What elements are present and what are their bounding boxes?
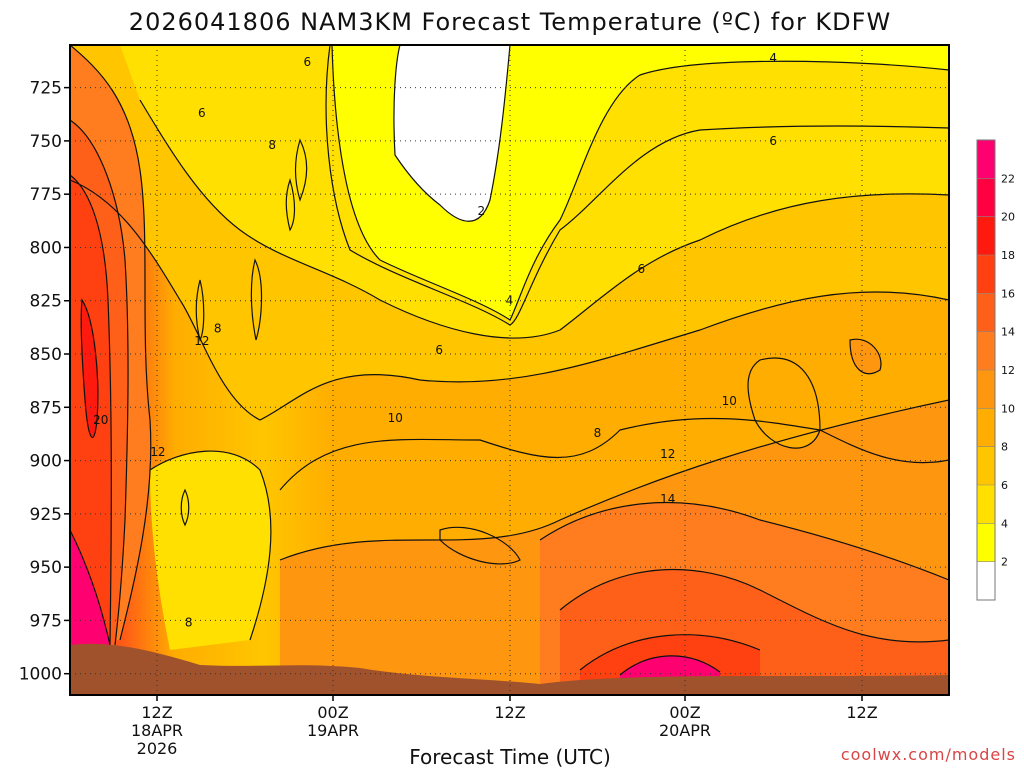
x-axis-label: Forecast Time (UTC): [409, 745, 611, 768]
x-tick-label: 12Z: [846, 703, 877, 722]
chart-title: 2026041806 NAM3KM Forecast Temperature (…: [129, 8, 891, 36]
contour-label: 6: [638, 262, 646, 276]
colorbar-swatch: [977, 485, 995, 524]
y-tick-label: 875: [30, 398, 62, 418]
fill-10-pocket: [748, 358, 820, 449]
colorbar-swatch: [977, 561, 995, 601]
y-tick-label: 800: [30, 238, 62, 258]
colorbar-label: 12: [1001, 364, 1015, 377]
contour-label: 6: [304, 55, 312, 69]
contour-label: 2: [478, 204, 486, 218]
contour-label: 4: [769, 51, 777, 65]
colorbar-swatch: [977, 255, 995, 294]
colorbar-swatch: [977, 523, 995, 563]
contour-label: 8: [185, 616, 193, 630]
colorbar-swatch: [977, 293, 995, 333]
fill-22-left: [70, 530, 110, 645]
contour-label: 8: [594, 426, 602, 440]
colorbar-swatch: [977, 331, 995, 371]
y-tick-label: 775: [30, 185, 62, 205]
contour-label: 12: [660, 447, 675, 461]
colorbar-label: 4: [1001, 517, 1008, 530]
colorbar-label: 6: [1001, 479, 1008, 492]
y-tick-label: 750: [30, 132, 62, 152]
colorbar-label: 10: [1001, 402, 1015, 415]
colorbar-swatch: [977, 370, 995, 409]
colorbar-swatch: [977, 408, 995, 448]
credit-text: coolwx.com/models: [841, 745, 1016, 764]
contour-label: 6: [198, 106, 206, 120]
colorbar: 2 4 6 8 10 12 14 16 18 20 22: [976, 139, 1015, 601]
plot-fill: [70, 45, 949, 695]
contour-label: 10: [722, 394, 737, 408]
contour-label: 6: [435, 343, 443, 357]
contour-label: 14: [660, 492, 675, 506]
colorbar-label: 20: [1001, 211, 1015, 224]
colorbar-label: 16: [1001, 287, 1015, 300]
x-tick-sub1: 19APR: [307, 721, 359, 740]
y-tick-label: 975: [30, 611, 62, 631]
contour-label: 12: [194, 334, 209, 348]
x-tick-sub1: 18APR: [131, 721, 183, 740]
colorbar-label: 14: [1001, 326, 1015, 339]
contour-label: 10: [388, 411, 403, 425]
contour-label: 6: [769, 134, 777, 148]
y-tick-label: 925: [30, 505, 62, 525]
fill-cool-tongue: [150, 451, 271, 650]
contour-labels: 6 6 8 4 6 2 4 6 6 12 8 20 12 10 8 10 12 14 8: [93, 51, 777, 630]
y-tick-label: 900: [30, 452, 62, 472]
y-tick-label: 825: [30, 292, 62, 312]
fill-2-region: [393, 45, 510, 222]
fill-12-pocket: [850, 339, 881, 374]
y-tick-label: 725: [30, 79, 62, 99]
terrain-ground: [70, 643, 949, 695]
x-tick-label: 12Z: [494, 703, 525, 722]
contour-label: 12: [150, 445, 165, 459]
grid-lines: [70, 45, 949, 695]
contour-label: 4: [506, 294, 514, 308]
x-tick-label: 00Z: [669, 703, 700, 722]
colorbar-label: 18: [1001, 249, 1015, 262]
y-tick-label: 1000: [19, 665, 62, 685]
contour-label: 8: [268, 138, 276, 152]
colorbar-swatch: [977, 216, 995, 256]
colorbar-swatch: [977, 140, 995, 179]
colorbar-swatch: [977, 446, 995, 486]
y-axis: 725 750 775 800 825 850 875 900 925 950 975 1000: [19, 79, 70, 685]
colorbar-label: 2: [1001, 556, 1008, 569]
x-tick-sub1: 20APR: [659, 721, 711, 740]
colorbar-label: 8: [1001, 441, 1008, 454]
x-tick-sub2: 2026: [137, 739, 178, 758]
contour-label: 8: [214, 321, 222, 335]
colorbar-swatch: [977, 178, 995, 218]
y-tick-label: 950: [30, 558, 62, 578]
x-tick-label: 00Z: [317, 703, 348, 722]
contour-lines: [70, 45, 949, 676]
x-tick-label: 12Z: [141, 703, 172, 722]
colorbar-label: 22: [1001, 172, 1015, 185]
y-tick-label: 850: [30, 345, 62, 365]
contour-label: 20: [93, 413, 108, 427]
